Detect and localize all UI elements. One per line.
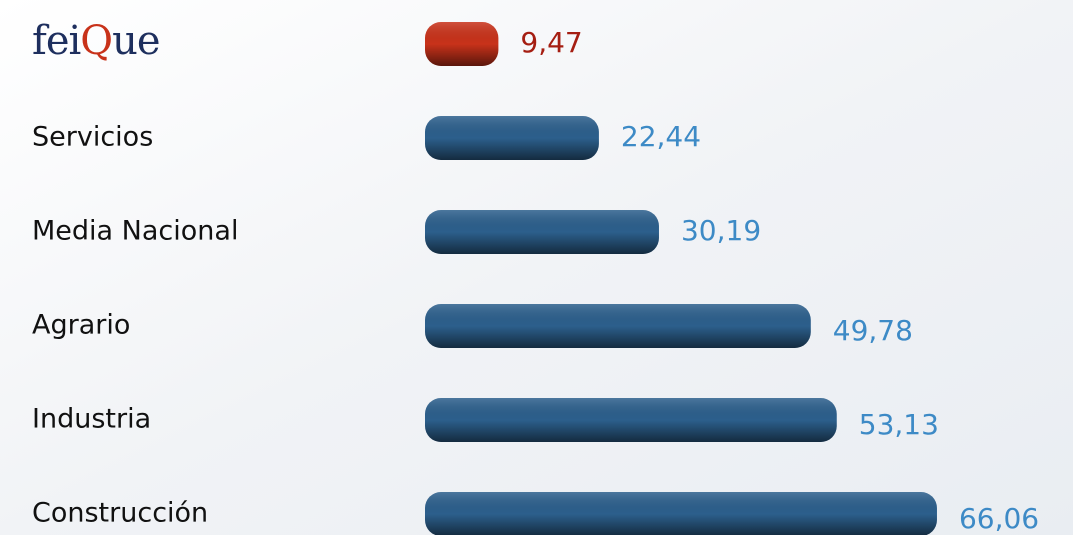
bar-shade xyxy=(425,116,599,160)
bar-shade xyxy=(425,22,499,66)
value-label: 30,19 xyxy=(681,214,761,247)
value-label: 66,06 xyxy=(959,502,1039,535)
bar-shade xyxy=(425,398,837,442)
bar-shade xyxy=(425,492,937,535)
category-label: Agrario xyxy=(32,310,130,341)
value-label: 53,13 xyxy=(859,408,939,441)
bar-shade xyxy=(425,210,659,254)
category-label: Industria xyxy=(32,404,151,435)
category-label: Media Nacional xyxy=(32,216,238,247)
category-label: Construcción xyxy=(32,498,208,529)
value-label: 9,47 xyxy=(520,26,582,59)
logo: feiQue xyxy=(32,18,160,64)
bar-shade xyxy=(425,304,811,348)
category-label: Servicios xyxy=(32,122,153,153)
value-label: 49,78 xyxy=(833,314,913,347)
value-label: 22,44 xyxy=(621,120,701,153)
